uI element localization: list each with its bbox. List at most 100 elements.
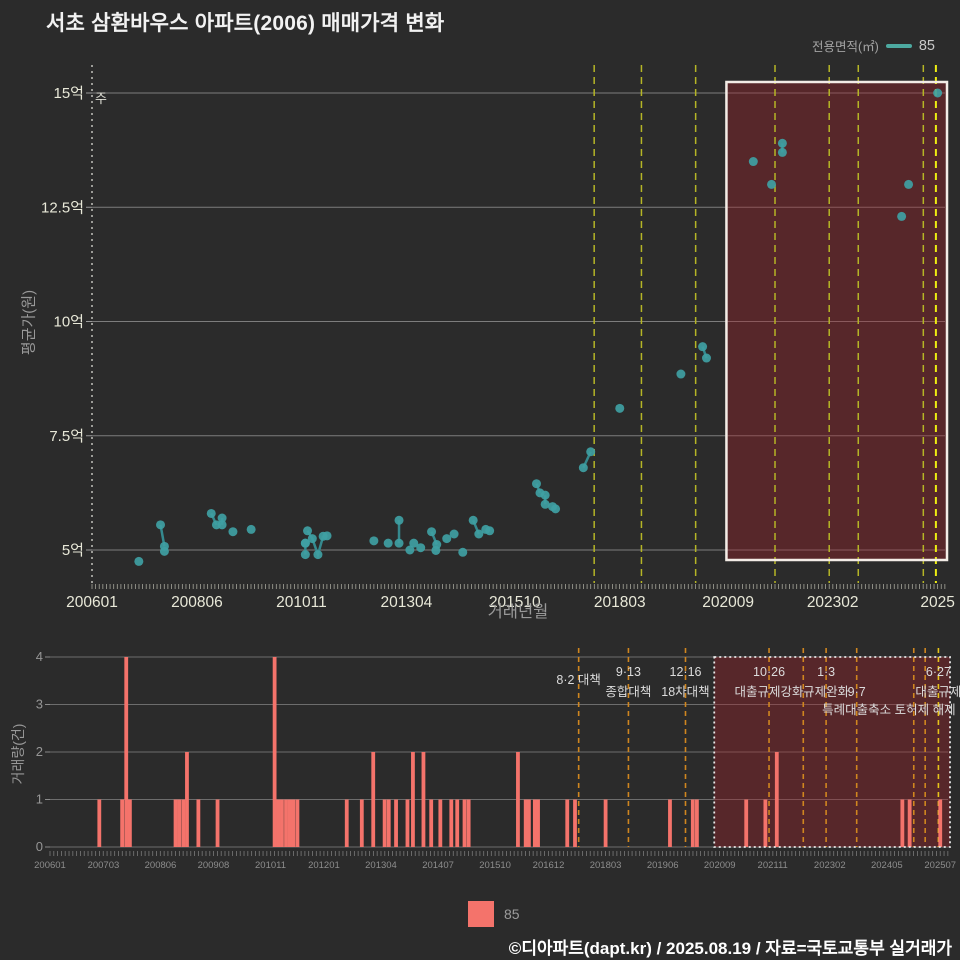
volume-bar	[527, 799, 531, 847]
annotation-label: 12·16	[670, 665, 702, 679]
scatter-point	[394, 515, 404, 525]
scatter-point	[777, 138, 787, 148]
volume-bar	[177, 799, 182, 847]
volume-bar	[438, 799, 443, 847]
volume-bar	[429, 799, 434, 847]
annotation-label: 대출규제	[915, 685, 960, 699]
volume-bar	[523, 799, 528, 847]
legend-series-value: 85	[504, 906, 520, 922]
scatter-point	[897, 211, 907, 221]
page-title: 서초 삼환바우스 아파트(2006) 매매가격 변화	[46, 12, 445, 35]
annotation-label: 6·27	[926, 665, 951, 679]
x-tick-label: 202507	[924, 860, 956, 871]
scatter-point	[156, 520, 166, 530]
annotation-label: 규제완화	[803, 685, 850, 699]
scatter-point	[300, 538, 310, 548]
annotation-label: 종합대책	[605, 684, 651, 699]
volume-bar	[287, 799, 292, 847]
volume-y-axis-title: 거래량(건)	[10, 723, 26, 785]
scatter-point	[748, 157, 758, 167]
volume-bar	[97, 799, 102, 847]
annotation-label: 1·3	[817, 665, 835, 679]
y-tick-label: 4	[36, 649, 43, 664]
y-tick-label: 0	[36, 839, 43, 854]
price-x-axis-title: 거래년월	[487, 603, 549, 621]
scatter-point	[300, 550, 310, 560]
scatter-point	[449, 529, 459, 539]
y-tick-label: 2	[36, 744, 43, 759]
legend-area-value: 85	[918, 37, 935, 54]
price-chart: 15억 12.5억 10억 7.5억 5억 200601 200806 201011 20130…	[41, 65, 955, 611]
x-tick-label: 201803	[594, 594, 646, 611]
x-tick-label: 200908	[198, 860, 230, 871]
scatter-point	[767, 179, 777, 189]
annotation-label: 토허제 해제	[895, 703, 956, 717]
legend-bar-swatch	[468, 901, 494, 927]
annotation-label: 8·2 대책	[556, 672, 601, 687]
x-tick-label: 201304	[365, 860, 397, 871]
volume-bar	[668, 799, 672, 847]
volume-bar	[196, 799, 201, 847]
volume-bar	[359, 799, 364, 847]
volume-bar	[695, 799, 699, 847]
volume-bar	[120, 799, 125, 847]
volume-bar	[124, 657, 129, 847]
volume-bar	[276, 799, 281, 847]
x-tick-label: 200806	[145, 860, 177, 871]
x-tick-label: 200703	[88, 860, 120, 871]
y-tick-label: 12.5억	[41, 199, 84, 216]
scatter-point	[458, 547, 468, 557]
scatter-point	[904, 179, 914, 189]
scatter-point	[134, 556, 144, 566]
scatter-point	[303, 526, 313, 536]
volume-bar	[382, 799, 387, 847]
scatter-point	[322, 531, 332, 541]
scatter-point	[409, 538, 419, 548]
scatter-point	[217, 513, 227, 523]
scatter-point	[442, 534, 452, 544]
y-tick-label: 15억	[54, 85, 85, 102]
volume-bar	[532, 799, 537, 847]
scatter-point	[246, 524, 256, 534]
annotation-label: 대출규제강화	[735, 685, 805, 699]
y-tick-label: 1	[36, 792, 43, 807]
scatter-point	[578, 463, 588, 473]
x-tick-label: 202302	[807, 594, 859, 611]
scatter-point	[933, 88, 943, 98]
scatter-point	[416, 543, 426, 553]
volume-bar	[295, 799, 300, 847]
volume-bar	[284, 799, 288, 847]
volume-bar	[280, 799, 284, 847]
x-tick-label: 201011	[255, 860, 286, 871]
volume-bar	[907, 799, 912, 847]
scatter-point	[383, 538, 393, 548]
legend-series: 85	[468, 901, 520, 927]
volume-bar	[938, 799, 943, 847]
scatter-point	[394, 538, 404, 548]
volume-bar	[565, 799, 570, 847]
volume-bar	[405, 799, 410, 847]
volume-bar	[763, 799, 768, 847]
highlight-border	[713, 656, 951, 848]
scatter-link	[306, 530, 325, 559]
scatter-point	[777, 147, 787, 157]
volume-bar	[744, 799, 749, 847]
volume-bar	[603, 799, 608, 847]
scatter-point	[551, 504, 561, 514]
volume-bar	[394, 799, 398, 847]
legend-area: 전용면적(㎡) 85	[812, 36, 935, 55]
x-tick-label: 201304	[381, 594, 433, 611]
volume-bar	[774, 752, 779, 847]
volume-bar	[371, 752, 376, 847]
source-credit: ©디아파트(dapt.kr) / 2025.08.19 / 자료=국토교통부 실…	[508, 939, 952, 958]
scatter-point	[427, 527, 437, 537]
y-tick-label: 10억	[54, 314, 85, 331]
legend-area-label: 전용면적(㎡)	[812, 40, 879, 54]
volume-bar	[421, 752, 426, 847]
highlight-border	[725, 80, 949, 562]
scatter-point	[474, 529, 484, 539]
x-tick-label: 201906	[647, 860, 679, 871]
volume-bar	[573, 799, 577, 847]
volume-bar	[272, 657, 277, 847]
